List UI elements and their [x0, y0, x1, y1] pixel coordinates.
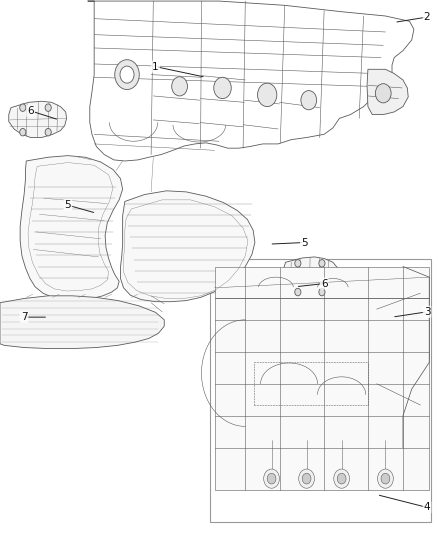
Circle shape	[319, 288, 325, 296]
Polygon shape	[120, 191, 255, 302]
Circle shape	[295, 288, 301, 296]
Circle shape	[375, 84, 391, 103]
Polygon shape	[9, 101, 67, 138]
Circle shape	[214, 77, 231, 99]
Circle shape	[334, 469, 350, 488]
Text: 5: 5	[301, 238, 308, 247]
Circle shape	[45, 104, 51, 111]
Polygon shape	[283, 257, 339, 297]
Text: 1: 1	[152, 62, 159, 71]
Polygon shape	[88, 1, 414, 161]
Circle shape	[115, 60, 139, 90]
Circle shape	[172, 77, 187, 96]
Circle shape	[299, 469, 314, 488]
Circle shape	[319, 260, 325, 267]
Circle shape	[337, 473, 346, 484]
Circle shape	[295, 260, 301, 267]
Bar	[210, 259, 431, 522]
Text: 2: 2	[424, 12, 431, 22]
Polygon shape	[367, 69, 408, 115]
Text: 6: 6	[27, 106, 34, 116]
Circle shape	[301, 91, 317, 110]
Circle shape	[120, 66, 134, 83]
Circle shape	[258, 83, 277, 107]
Text: 6: 6	[321, 279, 328, 288]
Polygon shape	[0, 296, 164, 349]
Circle shape	[378, 469, 393, 488]
Text: 4: 4	[424, 503, 431, 512]
Text: 3: 3	[424, 307, 431, 317]
Circle shape	[267, 473, 276, 484]
Polygon shape	[20, 156, 123, 300]
Text: 7: 7	[21, 312, 28, 322]
Circle shape	[302, 473, 311, 484]
Circle shape	[381, 473, 390, 484]
Circle shape	[45, 128, 51, 136]
Text: 5: 5	[64, 200, 71, 210]
Circle shape	[264, 469, 279, 488]
Circle shape	[20, 104, 26, 111]
Polygon shape	[215, 266, 429, 490]
Circle shape	[20, 128, 26, 136]
